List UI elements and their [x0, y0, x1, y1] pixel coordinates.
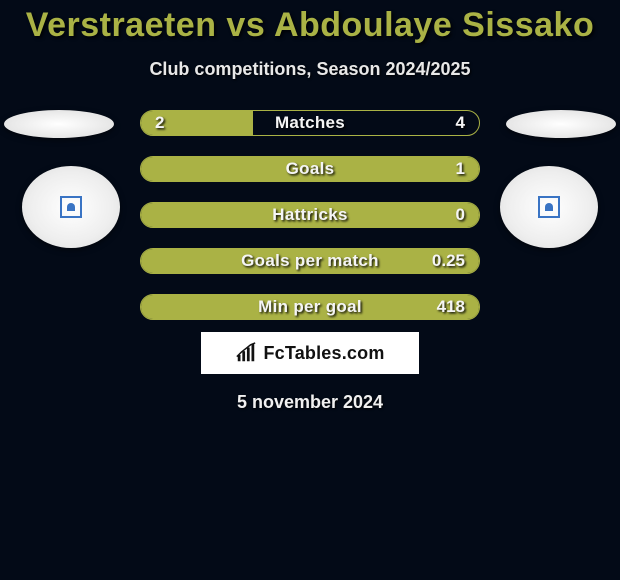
player-left-avatar[interactable] — [22, 166, 120, 248]
stat-bar: Hattricks0 — [140, 202, 480, 228]
comparison-title: Verstraeten vs Abdoulaye Sissako — [0, 0, 620, 45]
stat-value-right: 1 — [456, 157, 465, 181]
player-left-flag — [4, 110, 114, 138]
stat-value-right: 0.25 — [432, 249, 465, 273]
stat-value-right: 0 — [456, 203, 465, 227]
stat-value-right: 4 — [456, 111, 465, 135]
stat-value-right: 418 — [437, 295, 465, 319]
stat-bars: 2Matches4 Goals1 Hattricks0 Goals per match… — [140, 110, 480, 340]
stat-label: Min per goal — [141, 295, 479, 319]
stat-bar: Goals1 — [140, 156, 480, 182]
brand-text: FcTables.com — [263, 343, 384, 364]
avatar-placeholder-icon — [538, 196, 560, 218]
stat-bar: Min per goal418 — [140, 294, 480, 320]
player-right-avatar[interactable] — [500, 166, 598, 248]
brand-chart-icon — [235, 342, 257, 364]
avatar-placeholder-icon — [60, 196, 82, 218]
stat-label: Hattricks — [141, 203, 479, 227]
stat-bar: Goals per match0.25 — [140, 248, 480, 274]
stat-label: Goals — [141, 157, 479, 181]
stat-label: Goals per match — [141, 249, 479, 273]
stat-bar: 2Matches4 — [140, 110, 480, 136]
snapshot-date: 5 november 2024 — [0, 392, 620, 413]
player-right-flag — [506, 110, 616, 138]
stat-label: Matches — [141, 111, 479, 135]
comparison-subtitle: Club competitions, Season 2024/2025 — [0, 59, 620, 80]
